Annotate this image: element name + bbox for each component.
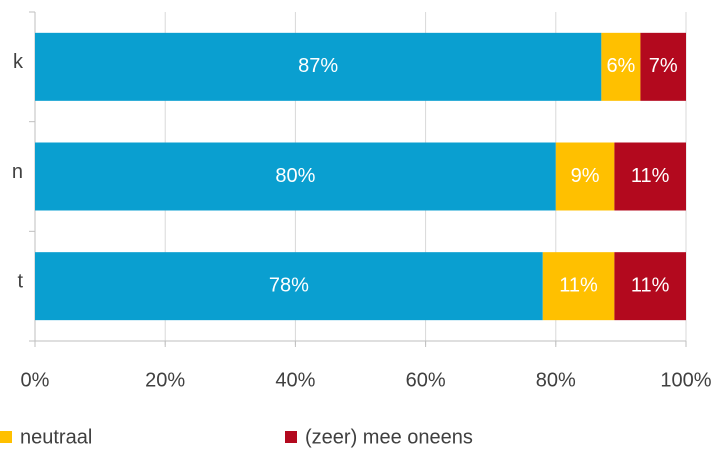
legend-swatch — [285, 431, 297, 443]
legend-label: neutraal — [20, 426, 92, 448]
bar-segment — [35, 32, 602, 101]
bar-segment — [35, 252, 543, 321]
x-tick-label: 0% — [21, 369, 50, 391]
data-label: 11% — [631, 274, 670, 296]
bar-segment — [614, 142, 686, 211]
bar-segment — [601, 32, 641, 101]
data-label: 9% — [571, 165, 600, 187]
y-tick-label: t — [17, 270, 23, 292]
legend-swatch — [0, 431, 12, 443]
data-label: 78% — [269, 274, 309, 296]
bar-segment — [614, 252, 686, 321]
data-label: 11% — [631, 165, 670, 187]
legend-label: (zeer) mee oneens — [305, 426, 473, 448]
x-tick-label: 100% — [660, 369, 711, 391]
data-label: 87% — [298, 55, 338, 77]
x-tick-label: 20% — [145, 369, 185, 391]
bar-segment — [542, 252, 615, 321]
data-label: 6% — [606, 55, 635, 77]
bar-segment — [35, 142, 556, 211]
y-tick-label: n — [12, 161, 23, 183]
data-label: 80% — [275, 165, 315, 187]
data-label: 11% — [559, 274, 598, 296]
x-tick-label: 40% — [275, 369, 315, 391]
bar-segment — [640, 32, 686, 101]
x-tick-label: 60% — [406, 369, 446, 391]
x-tick-label: 80% — [536, 369, 576, 391]
y-tick-label: k — [13, 51, 24, 73]
data-label: 7% — [649, 55, 678, 77]
bar-segment — [555, 142, 615, 211]
